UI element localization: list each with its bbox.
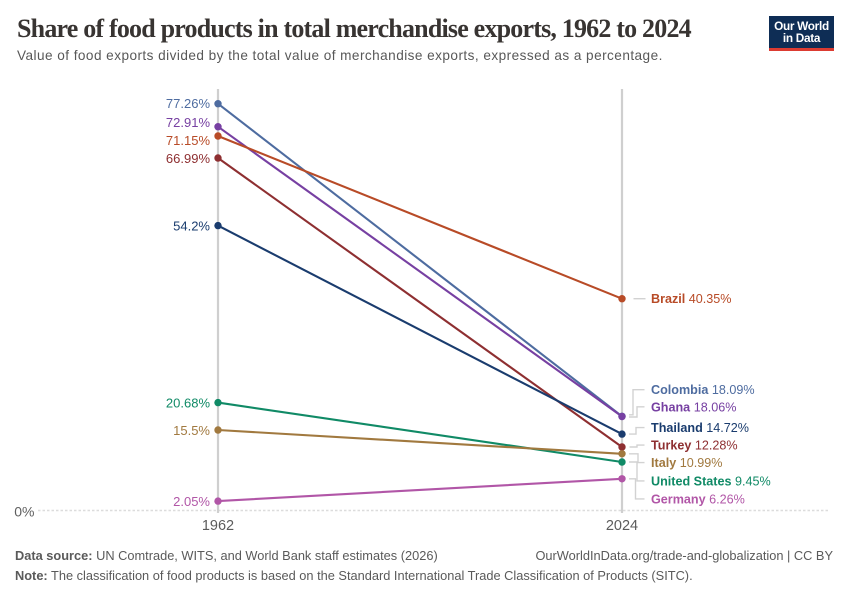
svg-text:54.2%: 54.2% — [173, 219, 210, 234]
svg-text:2.05%: 2.05% — [173, 494, 210, 509]
svg-text:Colombia 18.09%: Colombia 18.09% — [651, 383, 755, 397]
svg-text:71.15%: 71.15% — [166, 133, 211, 148]
svg-text:72.91%: 72.91% — [166, 115, 211, 130]
svg-text:20.68%: 20.68% — [166, 396, 211, 411]
svg-text:United States 9.45%: United States 9.45% — [651, 474, 771, 488]
svg-text:0%: 0% — [14, 504, 34, 520]
svg-text:15.5%: 15.5% — [173, 423, 210, 438]
svg-text:Brazil 40.35%: Brazil 40.35% — [651, 292, 732, 306]
svg-text:Turkey 12.28%: Turkey 12.28% — [651, 439, 738, 453]
svg-text:77.26%: 77.26% — [166, 96, 211, 111]
svg-text:Thailand 14.72%: Thailand 14.72% — [651, 421, 749, 435]
svg-text:66.99%: 66.99% — [166, 151, 211, 166]
svg-text:2024: 2024 — [606, 518, 638, 534]
svg-text:Ghana 18.06%: Ghana 18.06% — [651, 400, 736, 414]
svg-text:Italy 10.99%: Italy 10.99% — [651, 456, 722, 470]
svg-text:1962: 1962 — [202, 518, 234, 534]
svg-text:Germany 6.26%: Germany 6.26% — [651, 492, 745, 506]
